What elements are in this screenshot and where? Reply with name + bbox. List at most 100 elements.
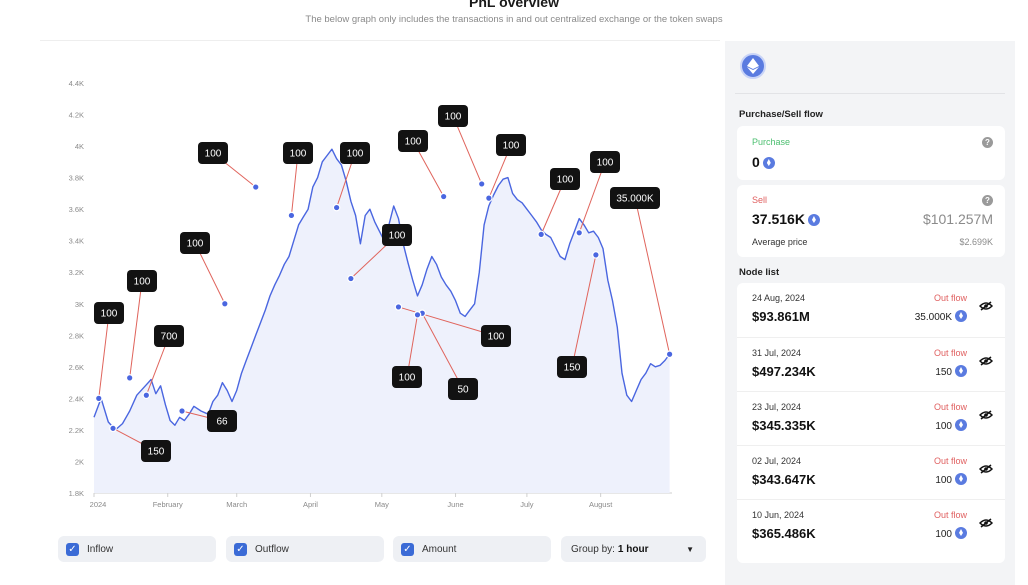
node-amount: 100: [935, 421, 952, 432]
callout-label: 100: [399, 373, 416, 384]
callout-box: [448, 378, 478, 400]
flow-heading: Purchase/Sell flow: [739, 109, 823, 120]
eye-slash-icon[interactable]: [979, 464, 993, 474]
callout-box: [207, 410, 237, 432]
ethereum-icon: [955, 365, 967, 377]
y-tick-label: 2.6K: [69, 363, 84, 372]
group-by-value: 1 hour: [617, 543, 649, 555]
eye-slash-icon[interactable]: [979, 410, 993, 420]
pnl-chart[interactable]: SPOTONCHAIN1.8K2K2.2K2.4K2.6K2.8K3K3.2K3…: [40, 41, 720, 521]
callout-label: 100: [101, 309, 118, 320]
average-price-label: Average price: [752, 237, 808, 247]
x-tick-label: March: [226, 500, 247, 509]
node-value: $497.234K: [752, 364, 816, 379]
average-price-value: $2.699K: [959, 237, 993, 247]
amount-label: Amount: [422, 543, 457, 555]
node-date: 24 Aug, 2024: [752, 293, 806, 303]
inflow-checkbox[interactable]: ✓: [66, 542, 79, 556]
callout-box: [198, 142, 228, 164]
eye-slash-icon[interactable]: [979, 356, 993, 366]
y-tick-label: 3K: [75, 300, 84, 309]
purchase-value: 0: [752, 154, 760, 170]
eye-slash-icon[interactable]: [979, 301, 993, 311]
callout-label: 100: [389, 231, 406, 242]
ethereum-icon: [955, 419, 967, 431]
x-tick-label: August: [589, 500, 613, 509]
node-flow-label: Out flow: [933, 293, 967, 303]
node-date: 31 Jul, 2024: [752, 348, 802, 358]
page-title: PnL overview: [468, 0, 559, 10]
marker-point: [575, 229, 584, 237]
help-icon[interactable]: ?: [982, 137, 993, 148]
marker-point: [413, 311, 422, 319]
outflow-checkbox[interactable]: ✓: [234, 542, 247, 556]
y-tick-label: 2.2K: [69, 426, 84, 435]
callout-label: 100: [134, 277, 151, 288]
callout-label: 100: [557, 175, 574, 186]
node-flow-label: Out flow: [933, 456, 967, 466]
node-amount-row: 100: [935, 419, 967, 432]
marker-point: [332, 203, 341, 212]
callout-line: [129, 280, 143, 378]
marker-point: [477, 180, 486, 188]
node-amount: 150: [935, 367, 952, 378]
callout-line: [634, 197, 671, 355]
outflow-toggle[interactable]: ✓ Outflow: [226, 536, 384, 562]
ethereum-icon: [807, 214, 820, 226]
page-subtitle: The below graph only includes the transa…: [305, 14, 723, 25]
marker-point: [251, 183, 260, 191]
marker-point: [287, 211, 296, 220]
callout-label: 35.000K: [616, 194, 654, 205]
node-list: 24 Aug, 2024 $93.861M Out flow 35.000K 3…: [737, 283, 1005, 563]
callout-box: [382, 224, 412, 246]
amount-toggle[interactable]: ✓ Amount: [393, 536, 551, 562]
callout-label: 100: [488, 332, 505, 343]
group-by-select[interactable]: Group by: 1 hour ▼: [561, 536, 706, 562]
price-line: [93, 148, 671, 431]
node-date: 23 Jul, 2024: [752, 402, 802, 412]
callout-box: [438, 105, 468, 127]
sell-value: 37.516K: [752, 211, 805, 227]
node-flow-label: Out flow: [933, 348, 967, 358]
eye-slash-icon[interactable]: [979, 518, 993, 528]
callout-box: [590, 151, 620, 173]
node-flow-label: Out flow: [933, 510, 967, 520]
panel-divider: [735, 93, 1005, 94]
callout-line: [452, 115, 483, 185]
node-row[interactable]: 23 Jul, 2024 $345.335K Out flow 100: [737, 391, 1005, 445]
x-tick-label: April: [303, 500, 318, 509]
inflow-toggle[interactable]: ✓ Inflow: [58, 536, 216, 562]
node-amount: 100: [935, 475, 952, 486]
x-tick-label: July: [520, 500, 534, 509]
callout-label: 100: [205, 149, 222, 160]
y-tick-label: 1.8K: [69, 489, 84, 498]
node-value: $343.647K: [752, 472, 816, 487]
ethereum-icon[interactable]: [740, 53, 766, 79]
callout-label: 100: [503, 141, 520, 152]
marker-point: [347, 274, 355, 283]
amount-checkbox[interactable]: ✓: [401, 542, 414, 556]
node-row[interactable]: 10 Jun, 2024 $365.486K Out flow 100: [737, 499, 1005, 553]
inflow-label: Inflow: [87, 543, 114, 555]
outflow-label: Outflow: [255, 543, 289, 555]
node-value: $365.486K: [752, 526, 816, 541]
callout-box: [154, 325, 184, 347]
x-tick-label: 2024: [90, 500, 107, 509]
y-tick-label: 3.4K: [69, 237, 84, 246]
ethereum-icon: [955, 527, 967, 539]
node-row[interactable]: 31 Jul, 2024 $497.234K Out flow 150: [737, 337, 1005, 391]
node-row[interactable]: 24 Aug, 2024 $93.861M Out flow 35.000K: [737, 283, 1005, 337]
marker-point: [592, 251, 600, 259]
node-row[interactable]: 02 Jul, 2024 $343.647K Out flow 100: [737, 445, 1005, 499]
chart-svg[interactable]: SPOTONCHAIN1.8K2K2.2K2.4K2.6K2.8K3K3.2K3…: [40, 41, 720, 521]
y-tick-label: 4.4K: [69, 79, 84, 88]
node-amount-row: 100: [935, 473, 967, 486]
callout-box: [550, 168, 580, 190]
marker-point: [394, 303, 403, 311]
marker-point: [142, 391, 151, 400]
top-divider: [40, 40, 720, 41]
help-icon[interactable]: ?: [982, 195, 993, 206]
marker-point: [94, 394, 103, 403]
callout-box: [180, 232, 210, 254]
callout-label: 50: [457, 385, 469, 396]
